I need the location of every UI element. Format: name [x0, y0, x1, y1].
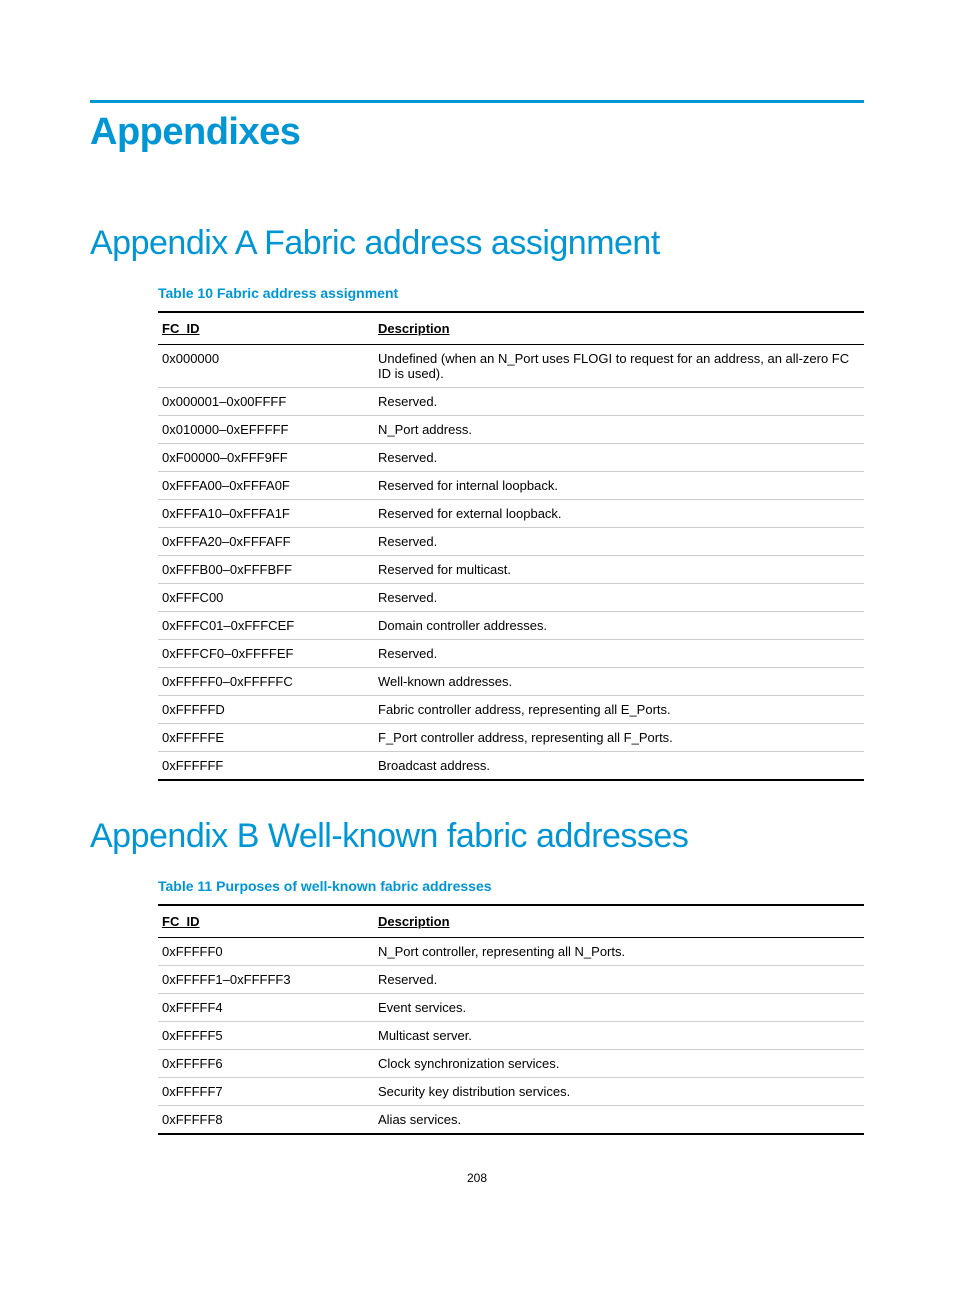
table-row: 0xFFFFF6Clock synchronization services. — [158, 1050, 864, 1078]
table-row: 0xFFFA20–0xFFFAFFReserved. — [158, 528, 864, 556]
col-description: Description — [378, 905, 864, 938]
cell-fc-id: 0xFFFC00 — [158, 584, 378, 612]
cell-description: Reserved for external loopback. — [378, 500, 864, 528]
cell-description: Reserved. — [378, 640, 864, 668]
cell-fc-id: 0xFFFFFD — [158, 696, 378, 724]
table-row: 0xFFFC00Reserved. — [158, 584, 864, 612]
table-row: 0xFFFFF7Security key distribution servic… — [158, 1078, 864, 1106]
page-title: Appendixes — [90, 111, 864, 154]
cell-fc-id: 0xFFFFF5 — [158, 1022, 378, 1050]
cell-fc-id: 0xFFFCF0–0xFFFFEF — [158, 640, 378, 668]
cell-fc-id: 0xFFFFFE — [158, 724, 378, 752]
cell-fc-id: 0x010000–0xEFFFFF — [158, 416, 378, 444]
cell-description: Reserved. — [378, 584, 864, 612]
cell-description: Security key distribution services. — [378, 1078, 864, 1106]
cell-description: Reserved. — [378, 966, 864, 994]
table-row: 0xFFFA10–0xFFFA1FReserved for external l… — [158, 500, 864, 528]
section-b-title: Appendix B Well-known fabric addresses — [90, 817, 864, 856]
cell-fc-id: 0xFFFFF6 — [158, 1050, 378, 1078]
cell-description: Clock synchronization services. — [378, 1050, 864, 1078]
cell-description: Alias services. — [378, 1106, 864, 1135]
cell-description: Reserved. — [378, 388, 864, 416]
table-10-caption: Table 10 Fabric address assignment — [158, 285, 864, 301]
cell-description: N_Port address. — [378, 416, 864, 444]
cell-description: Domain controller addresses. — [378, 612, 864, 640]
cell-description: Multicast server. — [378, 1022, 864, 1050]
table-row: 0xFFFFF0–0xFFFFFCWell-known addresses. — [158, 668, 864, 696]
table-header-row: FC_ID Description — [158, 905, 864, 938]
col-fc-id: FC_ID — [158, 905, 378, 938]
cell-fc-id: 0xFFFFFF — [158, 752, 378, 781]
cell-description: Event services. — [378, 994, 864, 1022]
cell-fc-id: 0xFFFFF0–0xFFFFFC — [158, 668, 378, 696]
cell-fc-id: 0xFFFA00–0xFFFA0F — [158, 472, 378, 500]
cell-description: Fabric controller address, representing … — [378, 696, 864, 724]
table-row: 0xF00000–0xFFF9FFReserved. — [158, 444, 864, 472]
table-row: 0x000000Undefined (when an N_Port uses F… — [158, 345, 864, 388]
cell-description: Reserved for internal loopback. — [378, 472, 864, 500]
cell-fc-id: 0xFFFFF8 — [158, 1106, 378, 1135]
table-11: FC_ID Description 0xFFFFF0N_Port control… — [158, 904, 864, 1135]
table-row: 0xFFFFF4Event services. — [158, 994, 864, 1022]
table-row: 0xFFFFFDFabric controller address, repre… — [158, 696, 864, 724]
cell-description: Reserved for multicast. — [378, 556, 864, 584]
cell-description: Reserved. — [378, 528, 864, 556]
table-row: 0xFFFFFEF_Port controller address, repre… — [158, 724, 864, 752]
cell-description: Well-known addresses. — [378, 668, 864, 696]
cell-fc-id: 0x000001–0x00FFFF — [158, 388, 378, 416]
table-11-caption: Table 11 Purposes of well-known fabric a… — [158, 878, 864, 894]
table-row: 0xFFFFF5Multicast server. — [158, 1022, 864, 1050]
table-row: 0xFFFC01–0xFFFCEFDomain controller addre… — [158, 612, 864, 640]
cell-fc-id: 0xFFFFF0 — [158, 938, 378, 966]
col-description: Description — [378, 312, 864, 345]
title-rule — [90, 100, 864, 103]
table-row: 0xFFFB00–0xFFFBFFReserved for multicast. — [158, 556, 864, 584]
table-row: 0x000001–0x00FFFFReserved. — [158, 388, 864, 416]
cell-description: F_Port controller address, representing … — [378, 724, 864, 752]
table-header-row: FC_ID Description — [158, 312, 864, 345]
table-row: 0xFFFFF1–0xFFFFF3Reserved. — [158, 966, 864, 994]
table-row: 0xFFFFF0N_Port controller, representing … — [158, 938, 864, 966]
cell-fc-id: 0xF00000–0xFFF9FF — [158, 444, 378, 472]
page-number: 208 — [90, 1171, 864, 1185]
cell-description: Broadcast address. — [378, 752, 864, 781]
page-container: Appendixes Appendix A Fabric address ass… — [0, 0, 954, 1225]
table-row: 0xFFFFFFBroadcast address. — [158, 752, 864, 781]
cell-fc-id: 0xFFFB00–0xFFFBFF — [158, 556, 378, 584]
table-11-body: 0xFFFFF0N_Port controller, representing … — [158, 938, 864, 1135]
table-row: 0xFFFA00–0xFFFA0FReserved for internal l… — [158, 472, 864, 500]
table-10: FC_ID Description 0x000000Undefined (whe… — [158, 311, 864, 781]
cell-description: Undefined (when an N_Port uses FLOGI to … — [378, 345, 864, 388]
cell-fc-id: 0xFFFA10–0xFFFA1F — [158, 500, 378, 528]
table-10-body: 0x000000Undefined (when an N_Port uses F… — [158, 345, 864, 781]
cell-fc-id: 0xFFFFF1–0xFFFFF3 — [158, 966, 378, 994]
cell-description: Reserved. — [378, 444, 864, 472]
cell-fc-id: 0xFFFFF4 — [158, 994, 378, 1022]
cell-fc-id: 0x000000 — [158, 345, 378, 388]
cell-fc-id: 0xFFFFF7 — [158, 1078, 378, 1106]
cell-fc-id: 0xFFFC01–0xFFFCEF — [158, 612, 378, 640]
cell-fc-id: 0xFFFA20–0xFFFAFF — [158, 528, 378, 556]
section-a-title: Appendix A Fabric address assignment — [90, 224, 864, 263]
col-fc-id: FC_ID — [158, 312, 378, 345]
cell-description: N_Port controller, representing all N_Po… — [378, 938, 864, 966]
table-row: 0x010000–0xEFFFFFN_Port address. — [158, 416, 864, 444]
table-row: 0xFFFFF8Alias services. — [158, 1106, 864, 1135]
table-row: 0xFFFCF0–0xFFFFEFReserved. — [158, 640, 864, 668]
